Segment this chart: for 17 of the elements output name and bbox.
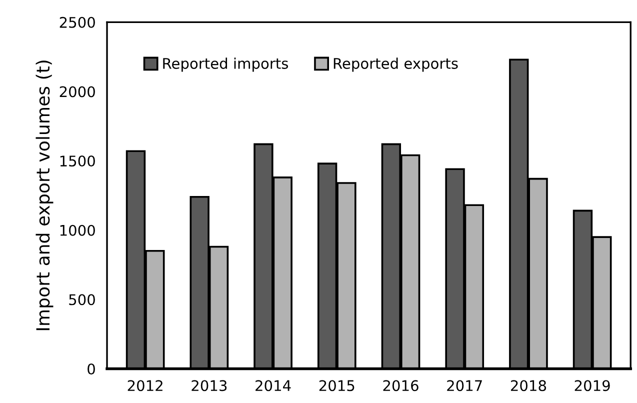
y-tick-label: 1000 <box>60 224 95 236</box>
y-tick-label: 2500 <box>60 16 95 28</box>
y-tick-label: 2000 <box>60 86 95 98</box>
legend-label: Reported imports <box>163 58 288 72</box>
y-tick-label: 0 <box>88 363 95 374</box>
y-tick-label: 1500 <box>60 156 95 167</box>
y-axis-title: Import and export volumes (t) <box>36 60 54 330</box>
x-tick-label: 2012 <box>128 380 162 392</box>
x-tick-label: 2015 <box>319 380 354 392</box>
y-tick-label: 500 <box>69 294 95 306</box>
x-tick-label: 2016 <box>383 380 418 392</box>
x-tick-label: 2014 <box>256 380 291 392</box>
x-tick-label: 2013 <box>192 380 227 392</box>
x-tick-label: 2018 <box>510 380 546 392</box>
x-tick-label: 2019 <box>574 380 610 392</box>
x-tick-label: 2017 <box>447 380 482 392</box>
legend-label: Reported exports <box>334 58 458 72</box>
